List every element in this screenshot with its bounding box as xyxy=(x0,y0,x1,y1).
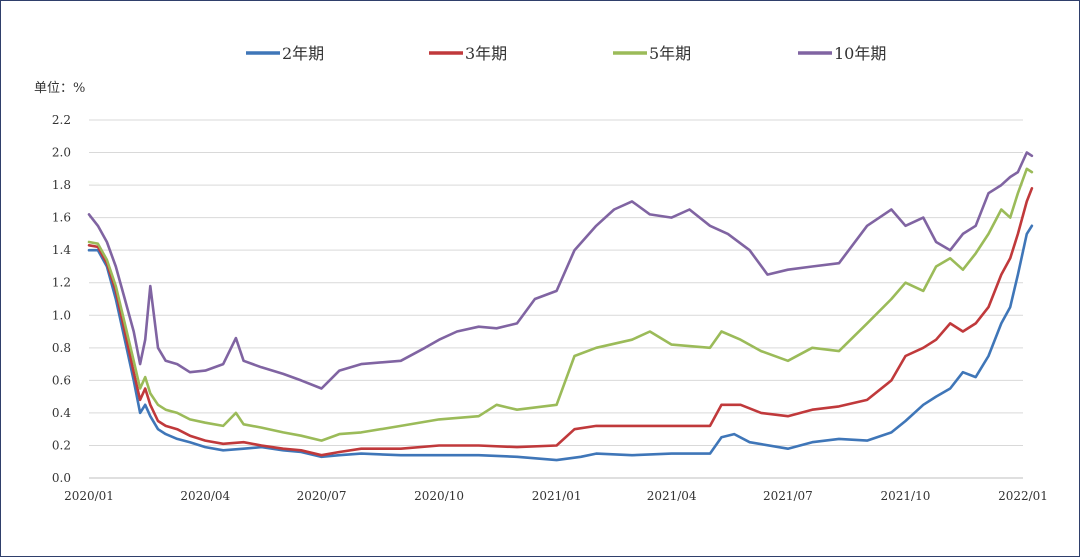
y-tick-label: 0.4 xyxy=(52,406,71,420)
x-tick-labels: 2020/01 2020/04 2020/07 2020/10 2021/01 2021/… xyxy=(64,489,1048,503)
legend-entry: 3年期 xyxy=(465,44,507,63)
x-tick-label: 2020/07 xyxy=(297,489,347,503)
y-tick-label: 0.2 xyxy=(52,438,71,452)
x-tick-label: 2021/07 xyxy=(763,489,813,503)
legend-entry: 5年期 xyxy=(649,44,691,63)
y-tick-label: 2.0 xyxy=(52,146,71,160)
legend-entry: 2年期 xyxy=(282,44,324,63)
y-tick-label: 0.8 xyxy=(52,341,71,355)
unit-label: 单位：% xyxy=(34,81,85,96)
y-tick-label: 1.4 xyxy=(52,243,71,257)
legend: 2年期 3年期 5年期 10年期 xyxy=(246,44,886,63)
series-line xyxy=(87,224,1034,462)
y-tick-labels: 0.0 0.2 0.4 0.6 0.8 1.0 1.2 1.4 1.6 1.8 2.0 2.2 xyxy=(52,113,71,485)
x-tick-label: 2022/01 xyxy=(998,489,1048,503)
x-tick-label: 2021/01 xyxy=(532,489,582,503)
x-tick-label: 2020/10 xyxy=(414,489,464,503)
y-tick-label: 0.0 xyxy=(52,471,71,485)
y-tick-label: 0.6 xyxy=(52,373,71,387)
series-lines xyxy=(87,151,1034,462)
x-tick-label: 2021/10 xyxy=(881,489,931,503)
x-tick-label: 2020/04 xyxy=(180,489,230,503)
legend-entry: 10年期 xyxy=(834,44,886,63)
series-line xyxy=(87,167,1034,442)
y-tick-label: 1.0 xyxy=(52,308,71,322)
y-tick-label: 1.8 xyxy=(52,178,71,192)
y-tick-label: 1.2 xyxy=(52,276,71,290)
x-tick-label: 2021/04 xyxy=(647,489,697,503)
y-tick-label: 2.2 xyxy=(52,113,71,127)
gridlines xyxy=(89,119,1023,479)
series-line xyxy=(87,151,1034,390)
y-tick-label: 1.6 xyxy=(52,211,71,225)
x-tick-label: 2020/01 xyxy=(64,489,114,503)
series-line xyxy=(87,187,1034,457)
